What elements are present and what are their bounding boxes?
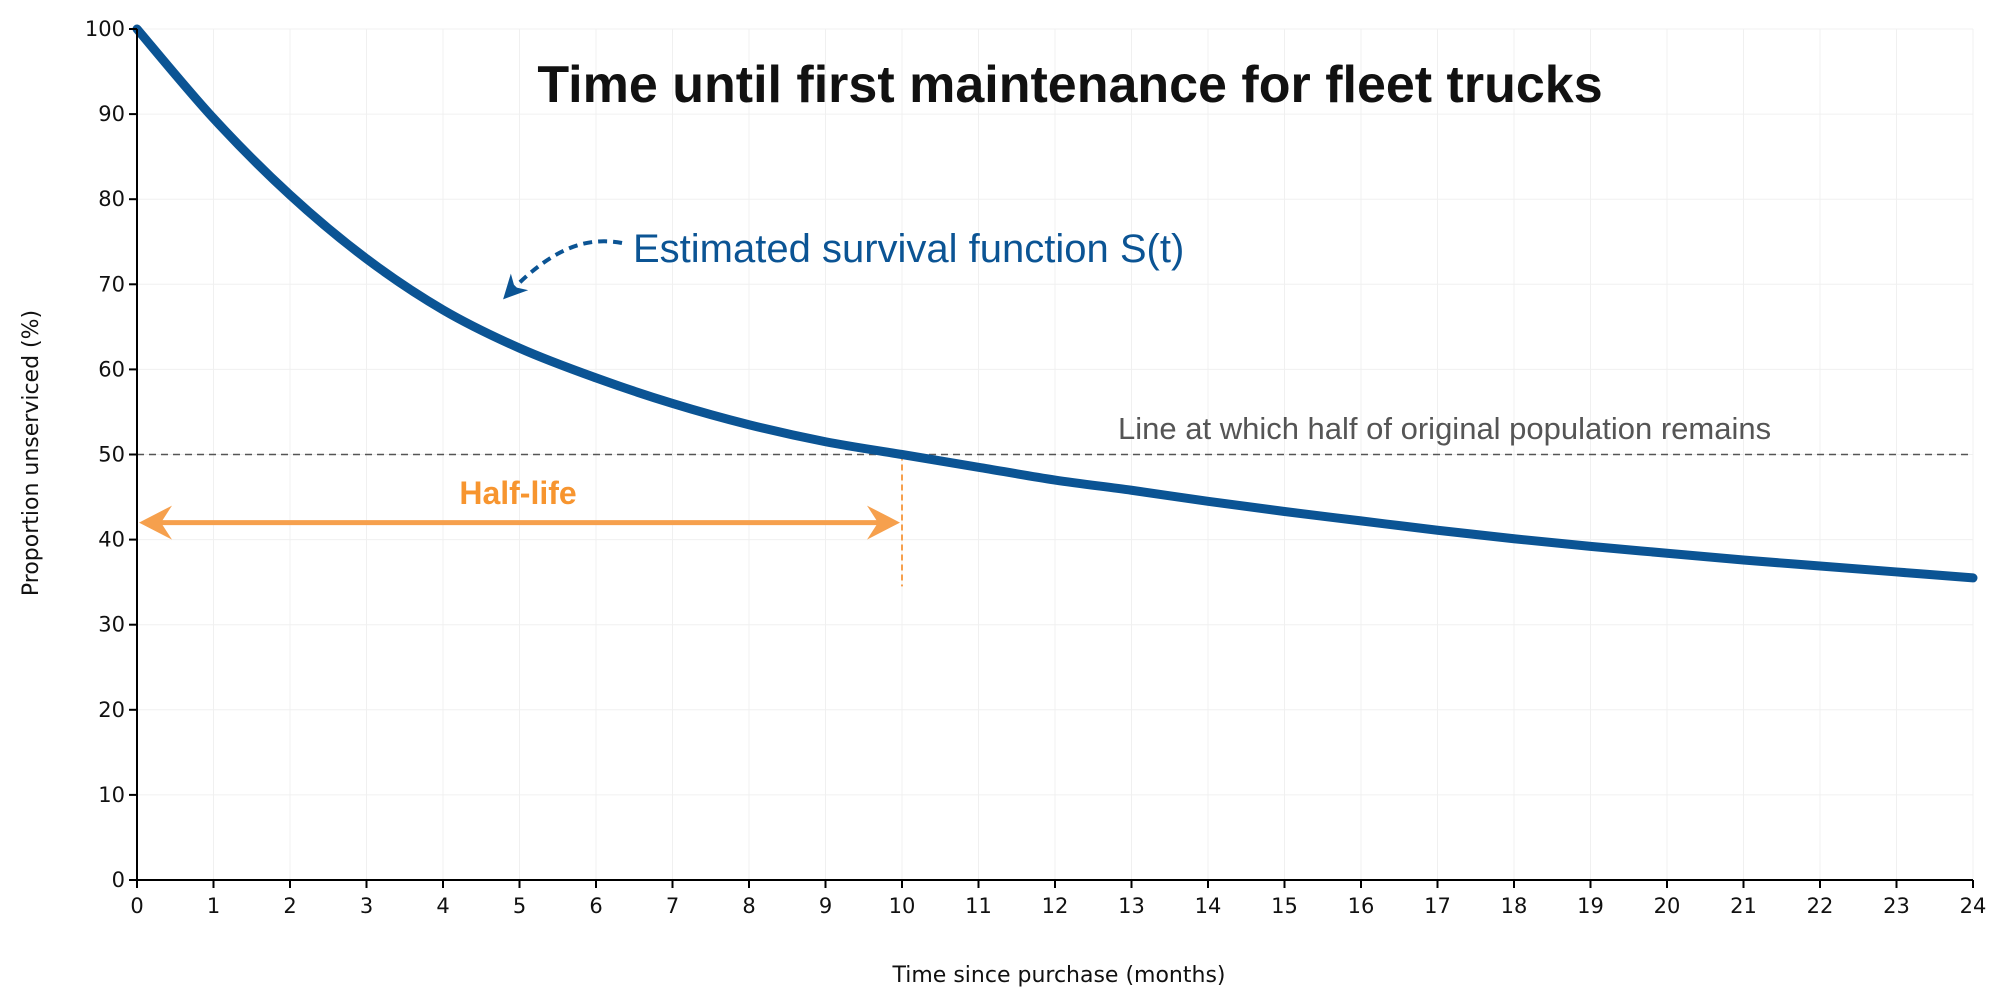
survival-curve-point <box>1359 519 1363 523</box>
survival-curve-point <box>1742 558 1745 562</box>
x-tick-label: 9 <box>819 894 832 918</box>
x-tick-label: 4 <box>436 894 449 918</box>
x-tick-label: 20 <box>1654 894 1681 918</box>
x-tick-label: 16 <box>1348 894 1375 918</box>
y-tick-label: 90 <box>98 102 125 126</box>
survival-curve-point <box>747 423 751 427</box>
survival-curve-point <box>594 376 598 380</box>
x-tick-label: 5 <box>513 894 526 918</box>
survival-curve-line <box>132 24 1978 583</box>
survival-curve-point <box>1130 488 1133 492</box>
survival-curve-point <box>212 116 215 120</box>
survival-curve-point <box>977 465 980 469</box>
x-tick-label: 24 <box>1960 894 1987 918</box>
y-tick-label: 70 <box>98 272 125 296</box>
series-group <box>132 24 1978 583</box>
survival-curve-point <box>1053 478 1057 482</box>
x-tick-label: 23 <box>1883 894 1910 918</box>
survival-curve-point <box>1436 528 1439 532</box>
chart-title: Time until first maintenance for fleet t… <box>537 56 1602 114</box>
survival-curve-point <box>1895 570 1898 574</box>
survival-curve-point <box>518 346 521 350</box>
x-tick-label: 0 <box>130 894 143 918</box>
survival-curve-point <box>1665 551 1669 555</box>
x-tick-label: 18 <box>1501 894 1528 918</box>
half-population-line-label: Line at which half of original populatio… <box>1118 411 1771 446</box>
x-tick-label: 14 <box>1195 894 1222 918</box>
y-tick-label: 20 <box>98 698 125 722</box>
survival-curve-point <box>1206 499 1210 503</box>
survival-curve-label: Estimated survival function S(t) <box>633 227 1184 271</box>
y-tick-label: 10 <box>98 783 125 807</box>
x-axis-title: Time since purchase (months) <box>892 963 1226 988</box>
survival-curve-point <box>1818 564 1822 568</box>
survival-curve-point <box>1512 537 1516 541</box>
y-tick-label: 40 <box>98 528 125 552</box>
half-life-annotation <box>139 454 903 587</box>
x-tick-label: 13 <box>1118 894 1145 918</box>
survival-curve-point <box>1589 544 1592 548</box>
survival-curve-point <box>1971 576 1975 580</box>
survival-curve-pointer-arrow <box>503 239 623 300</box>
survival-curve-point <box>1283 510 1286 514</box>
x-tick-label: 6 <box>589 894 602 918</box>
half-life-arrowhead-left <box>139 505 172 540</box>
survival-curve-point <box>900 453 904 456</box>
y-tick-label: 0 <box>112 868 125 892</box>
axes: 0 1 2 3 4 5 6 7 8 9 10 11 12 13 14 15 16 17 18 19 20 21 22 23 24… <box>85 17 1986 918</box>
x-tick-label: 8 <box>742 894 755 918</box>
x-tick-label: 2 <box>283 894 296 918</box>
survival-curve-point <box>365 257 368 261</box>
y-tick-label: 80 <box>98 187 125 211</box>
x-tick-label: 3 <box>360 894 373 918</box>
text-labels: Time until first maintenance for fleet t… <box>19 56 1771 988</box>
x-tick-label: 19 <box>1577 894 1604 918</box>
survival-curve-point <box>441 308 445 312</box>
y-tick-label: 30 <box>98 613 125 637</box>
x-tick-label: 15 <box>1271 894 1298 918</box>
y-axis-title: Proportion unserviced (%) <box>19 310 44 596</box>
x-tick-label: 22 <box>1807 894 1834 918</box>
x-tick-label: 21 <box>1730 894 1757 918</box>
survival-curve-point <box>824 440 827 444</box>
survival-curve-point <box>288 193 292 197</box>
half-life-arrowhead-right <box>867 505 900 540</box>
x-tick-label: 7 <box>666 894 679 918</box>
y-tick-label: 50 <box>98 443 125 467</box>
x-tick-label: 17 <box>1424 894 1451 918</box>
x-tick-label: 1 <box>207 894 220 918</box>
half-life-label: Half-life <box>459 475 576 511</box>
x-tick-label: 10 <box>889 894 916 918</box>
x-tick-label: 12 <box>1042 894 1069 918</box>
y-tick-label: 100 <box>85 17 125 41</box>
x-tick-label: 11 <box>965 894 992 918</box>
survival-curve-point <box>671 401 674 405</box>
y-tick-label: 60 <box>98 357 125 381</box>
